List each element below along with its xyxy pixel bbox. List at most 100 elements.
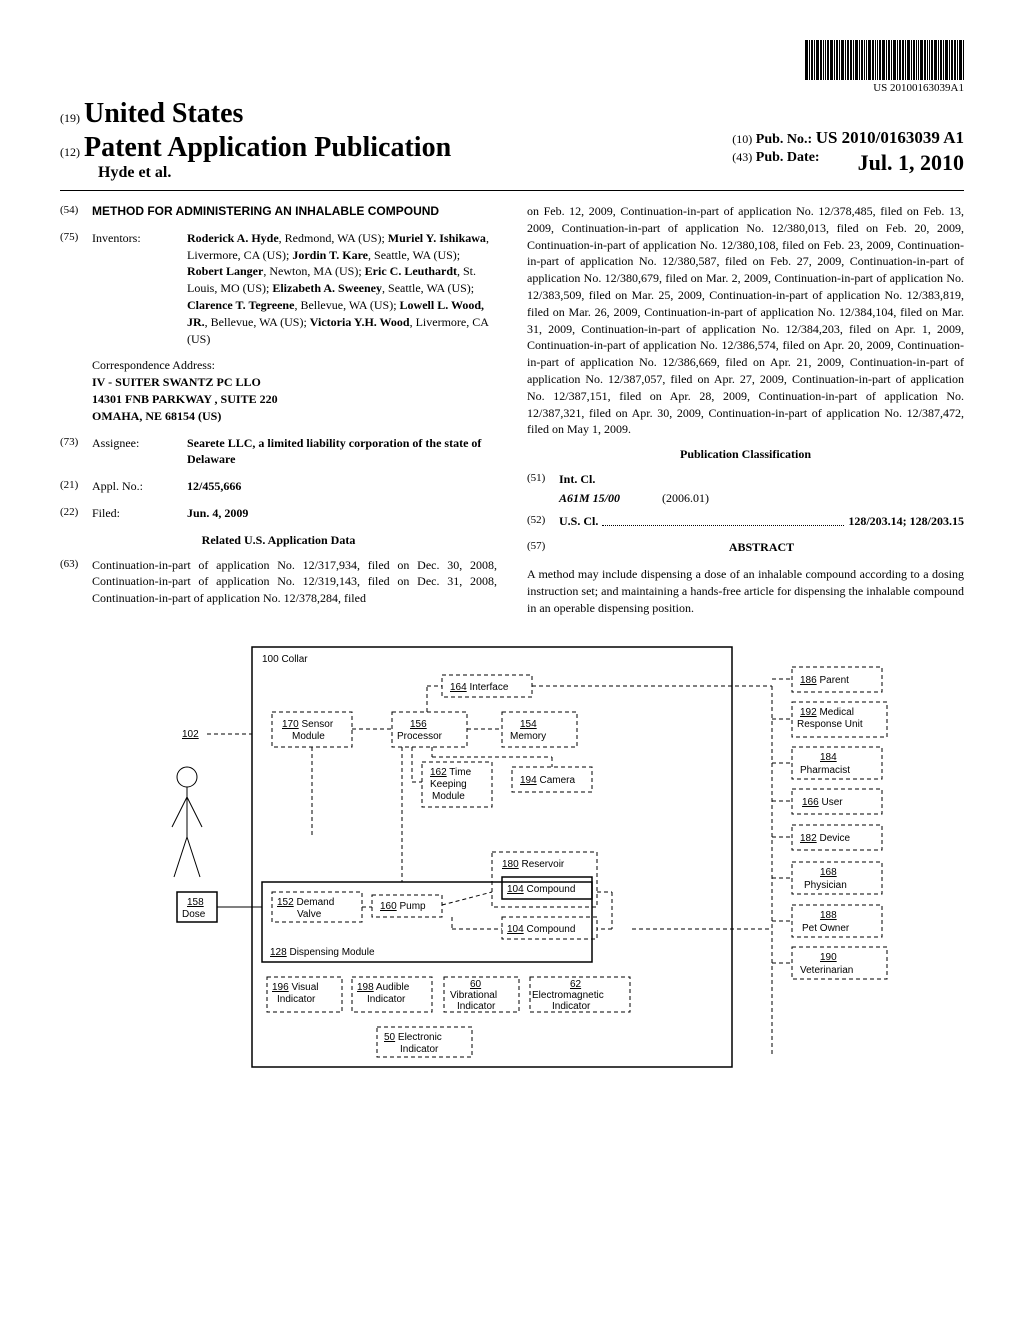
corr-line2: 14301 FNB PARKWAY , SUITE 220 (92, 391, 497, 408)
country-name: United States (84, 98, 243, 129)
svg-text:Pet Owner: Pet Owner (802, 923, 850, 934)
svg-text:Memory: Memory (510, 731, 546, 742)
pubdate-label: Pub. Date: (756, 150, 820, 165)
pubdate-num: (43) (732, 150, 752, 164)
intcl-num: (51) (527, 471, 559, 488)
svg-text:184: 184 (820, 752, 837, 763)
related-text-left: Continuation-in-part of application No. … (92, 557, 497, 607)
svg-text:Processor: Processor (397, 731, 443, 742)
svg-text:104 Compound: 104 Compound (507, 924, 575, 935)
svg-text:104 Compound: 104 Compound (507, 884, 575, 895)
svg-text:Response Unit: Response Unit (797, 719, 863, 730)
pubdate-value: Jul. 1, 2010 (858, 150, 964, 176)
filed-num: (22) (60, 505, 92, 522)
related-header: Related U.S. Application Data (60, 532, 497, 549)
svg-text:50 Electronic: 50 Electronic (384, 1032, 442, 1043)
applno-label: Appl. No.: (92, 478, 187, 495)
barcode-text: US 20100163039A1 (60, 82, 964, 94)
svg-text:Pharmacist: Pharmacist (800, 765, 850, 776)
svg-text:198 Audible: 198 Audible (357, 982, 410, 993)
assignee-text: Searete LLC, a limited liability corpora… (187, 435, 497, 469)
pub-title: Patent Application Publication (84, 132, 451, 163)
uscl-num: (52) (527, 513, 559, 530)
diag-mem: 154 (520, 719, 537, 730)
abstract-num: (57) (527, 539, 559, 556)
svg-text:180 Reservoir: 180 Reservoir (502, 859, 565, 870)
svg-text:Indicator: Indicator (400, 1044, 439, 1055)
pub-num: (12) (60, 145, 80, 159)
abstract-header: ABSTRACT (559, 539, 964, 556)
diagram: 100 Collar 102 170 Sensor Module 156 Pro… (60, 637, 964, 1082)
svg-text:Keeping: Keeping (430, 779, 467, 790)
pubno-value: US 2010/0163039 A1 (816, 128, 964, 147)
svg-text:182 Device: 182 Device (800, 833, 850, 844)
left-column: (54) METHOD FOR ADMINISTERING AN INHALAB… (60, 203, 497, 617)
uscl-label: U.S. Cl. (559, 513, 598, 530)
authors-line: Hyde et al. (98, 164, 451, 182)
applno-value: 12/455,666 (187, 478, 497, 495)
assignee-label: Assignee: (92, 435, 187, 469)
svg-text:162 Time: 162 Time (430, 767, 472, 778)
uscl-dots (602, 513, 844, 527)
applno-num: (21) (60, 478, 92, 495)
diag-proc: 156 (410, 719, 427, 730)
inventors-num: (75) (60, 230, 92, 348)
diag-interface: 164 Interface (450, 682, 509, 693)
svg-text:60: 60 (470, 979, 482, 990)
corr-label: Correspondence Address: (92, 357, 497, 374)
related-num: (63) (60, 557, 92, 607)
related-text-right: on Feb. 12, 2009, Continuation-in-part o… (527, 203, 964, 438)
svg-text:196 Visual: 196 Visual (272, 982, 319, 993)
svg-text:194 Camera: 194 Camera (520, 775, 575, 786)
header-section: (19) United States (12) Patent Applicati… (60, 98, 964, 191)
barcode-block: US 20100163039A1 (60, 40, 964, 94)
country-num: (19) (60, 111, 80, 125)
svg-text:62: 62 (570, 979, 582, 990)
diag-collar: 100 Collar (262, 654, 308, 665)
svg-text:Vibrational: Vibrational (450, 990, 497, 1001)
inventors-label: Inventors: (92, 230, 187, 348)
svg-text:190: 190 (820, 952, 837, 963)
svg-text:Veterinarian: Veterinarian (800, 965, 853, 976)
diag-sensor: 170 Sensor (282, 719, 334, 730)
svg-text:192 Medical: 192 Medical (800, 707, 854, 718)
svg-text:Indicator: Indicator (367, 994, 406, 1005)
svg-text:160 Pump: 160 Pump (380, 901, 426, 912)
correspondence-block: Correspondence Address: IV - SUITER SWAN… (92, 357, 497, 424)
intcl-year: (2006.01) (662, 491, 709, 505)
title-text: METHOD FOR ADMINISTERING AN INHALABLE CO… (92, 203, 497, 220)
barcode-lines (60, 40, 964, 80)
corr-line3: OMAHA, NE 68154 (US) (92, 408, 497, 425)
pubno-label: Pub. No.: (756, 132, 812, 147)
svg-text:168: 168 (820, 867, 837, 878)
svg-text:166 User: 166 User (802, 797, 843, 808)
svg-text:Valve: Valve (297, 909, 322, 920)
svg-text:158: 158 (187, 897, 204, 908)
corr-line1: IV - SUITER SWANTZ PC LLO (92, 374, 497, 391)
svg-text:128 Dispensing Module: 128 Dispensing Module (270, 947, 375, 958)
svg-text:Indicator: Indicator (552, 1001, 591, 1012)
svg-text:Module: Module (292, 731, 325, 742)
body-columns: (54) METHOD FOR ADMINISTERING AN INHALAB… (60, 203, 964, 617)
uscl-codes: 128/203.14; 128/203.15 (848, 513, 964, 530)
svg-text:152 Demand: 152 Demand (277, 897, 334, 908)
filed-value: Jun. 4, 2009 (187, 505, 497, 522)
diag-102: 102 (182, 729, 199, 740)
intcl-code: A61M 15/00 (559, 490, 659, 507)
svg-text:Physician: Physician (804, 880, 847, 891)
intcl-label: Int. Cl. (559, 471, 964, 488)
title-num: (54) (60, 203, 92, 220)
svg-text:188: 188 (820, 910, 837, 921)
assignee-num: (73) (60, 435, 92, 469)
svg-text:Module: Module (432, 791, 465, 802)
pubno-num: (10) (732, 132, 752, 146)
abstract-text: A method may include dispensing a dose o… (527, 566, 964, 616)
svg-text:Electromagnetic: Electromagnetic (532, 990, 604, 1001)
svg-text:Indicator: Indicator (277, 994, 316, 1005)
filed-label: Filed: (92, 505, 187, 522)
svg-text:Dose: Dose (182, 909, 206, 920)
right-column: on Feb. 12, 2009, Continuation-in-part o… (527, 203, 964, 617)
svg-text:Indicator: Indicator (457, 1001, 496, 1012)
classification-header: Publication Classification (527, 446, 964, 463)
inventors-list: Roderick A. Hyde, Redmond, WA (US); Muri… (187, 230, 497, 348)
